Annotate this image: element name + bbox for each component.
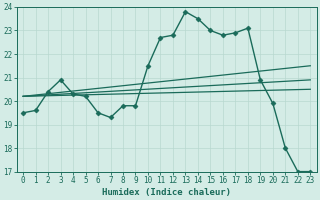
X-axis label: Humidex (Indice chaleur): Humidex (Indice chaleur) bbox=[102, 188, 231, 197]
